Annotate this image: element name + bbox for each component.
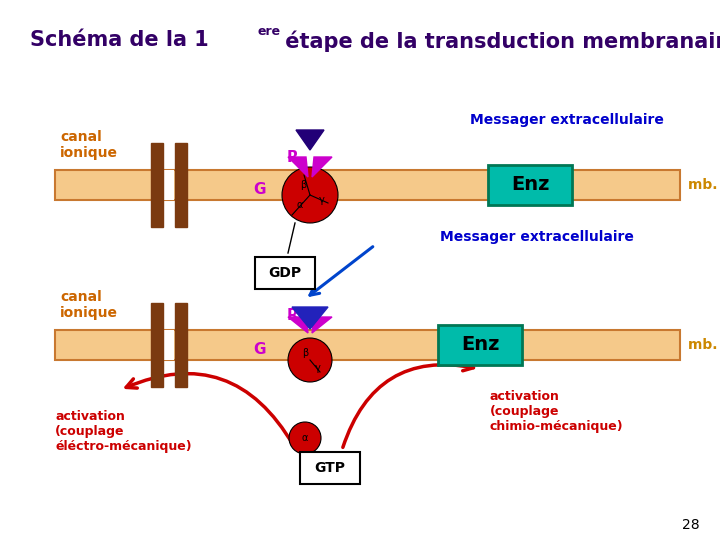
Bar xyxy=(175,303,187,387)
Bar xyxy=(55,170,680,200)
Bar xyxy=(152,170,174,200)
Bar xyxy=(151,143,163,227)
Text: mb. C: mb. C xyxy=(688,338,720,352)
Text: Enz: Enz xyxy=(510,176,549,194)
Text: Messager extracellulaire: Messager extracellulaire xyxy=(470,113,664,127)
Bar xyxy=(55,330,680,360)
Bar xyxy=(152,330,174,360)
FancyBboxPatch shape xyxy=(488,165,572,205)
Circle shape xyxy=(288,338,332,382)
Text: activation
(couplage
chimio-mécanique): activation (couplage chimio-mécanique) xyxy=(490,390,624,433)
Polygon shape xyxy=(288,317,308,333)
FancyBboxPatch shape xyxy=(255,257,315,289)
Text: γ: γ xyxy=(319,195,325,205)
Text: Schéma de la 1: Schéma de la 1 xyxy=(30,30,209,50)
Bar xyxy=(175,143,187,227)
Text: R: R xyxy=(286,307,298,322)
Text: β: β xyxy=(300,180,306,190)
Circle shape xyxy=(282,167,338,223)
FancyBboxPatch shape xyxy=(438,325,522,365)
Text: R: R xyxy=(286,151,298,165)
Text: canal
ionique: canal ionique xyxy=(60,290,118,320)
Text: activation
(couplage
éléctro-mécanique): activation (couplage éléctro-mécanique) xyxy=(55,410,192,453)
Text: G: G xyxy=(253,342,266,357)
Text: β: β xyxy=(302,348,308,358)
Polygon shape xyxy=(296,130,324,150)
Text: α: α xyxy=(297,200,303,210)
Text: mb. C: mb. C xyxy=(688,178,720,192)
Text: canal
ionique: canal ionique xyxy=(60,130,118,160)
Text: G: G xyxy=(253,183,266,198)
Text: α: α xyxy=(302,433,308,443)
Text: γ: γ xyxy=(315,363,321,373)
Text: Enz: Enz xyxy=(461,335,499,354)
Text: 28: 28 xyxy=(683,518,700,532)
Text: étape de la transduction membranaire: étape de la transduction membranaire xyxy=(278,30,720,51)
Text: ere: ere xyxy=(258,25,281,38)
Text: Messager extracellulaire: Messager extracellulaire xyxy=(440,230,634,244)
Polygon shape xyxy=(312,317,332,333)
FancyBboxPatch shape xyxy=(300,452,360,484)
Polygon shape xyxy=(288,157,308,177)
Text: GDP: GDP xyxy=(269,266,302,280)
Text: GTP: GTP xyxy=(315,461,346,475)
Bar xyxy=(151,303,163,387)
Circle shape xyxy=(289,422,321,454)
Polygon shape xyxy=(312,157,332,177)
Polygon shape xyxy=(292,307,328,329)
